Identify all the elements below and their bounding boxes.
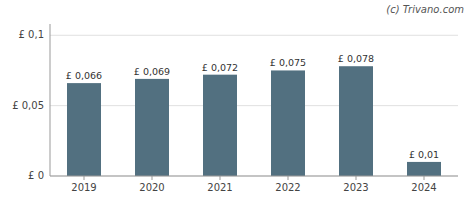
grid-line bbox=[50, 176, 458, 177]
y-tick-label: £ 0,1 bbox=[19, 29, 44, 40]
y-axis bbox=[50, 24, 51, 176]
x-tick bbox=[84, 176, 85, 180]
grid-line bbox=[50, 105, 458, 106]
x-tick-label: 2023 bbox=[343, 182, 368, 193]
bar bbox=[271, 70, 305, 176]
bars bbox=[67, 66, 441, 176]
x-axis bbox=[50, 176, 458, 177]
bar bbox=[407, 162, 441, 176]
data-label: £ 0,072 bbox=[202, 62, 238, 73]
data-label: £ 0,01 bbox=[409, 149, 439, 160]
x-tick-label: 2024 bbox=[411, 182, 436, 193]
x-tick bbox=[152, 176, 153, 180]
data-label: £ 0,069 bbox=[134, 66, 170, 77]
y-tick-label: £ 0 bbox=[28, 170, 44, 181]
x-tick bbox=[424, 176, 425, 180]
annotation: (c) Trivano.com bbox=[386, 4, 464, 15]
y-tick-label: £ 0,05 bbox=[12, 100, 44, 111]
data-label: £ 0,066 bbox=[66, 70, 102, 81]
x-tick bbox=[288, 176, 289, 180]
grid-line bbox=[50, 35, 458, 36]
x-tick-label: 2020 bbox=[139, 182, 164, 193]
data-label: £ 0,075 bbox=[270, 57, 306, 68]
bar bbox=[67, 83, 101, 176]
grid bbox=[50, 35, 458, 176]
x-tick-label: 2021 bbox=[207, 182, 232, 193]
bar bbox=[135, 79, 169, 176]
bar bbox=[203, 75, 237, 176]
x-tick-label: 2022 bbox=[275, 182, 300, 193]
bar bbox=[339, 66, 373, 176]
x-tick bbox=[356, 176, 357, 180]
x-tick bbox=[220, 176, 221, 180]
x-tick-label: 2019 bbox=[71, 182, 96, 193]
data-label: £ 0,078 bbox=[338, 53, 374, 64]
chart: £ 0 £ 0,05 £ 0,1 2019 2020 2021 2022 2023 2024 £ … bbox=[0, 0, 470, 200]
